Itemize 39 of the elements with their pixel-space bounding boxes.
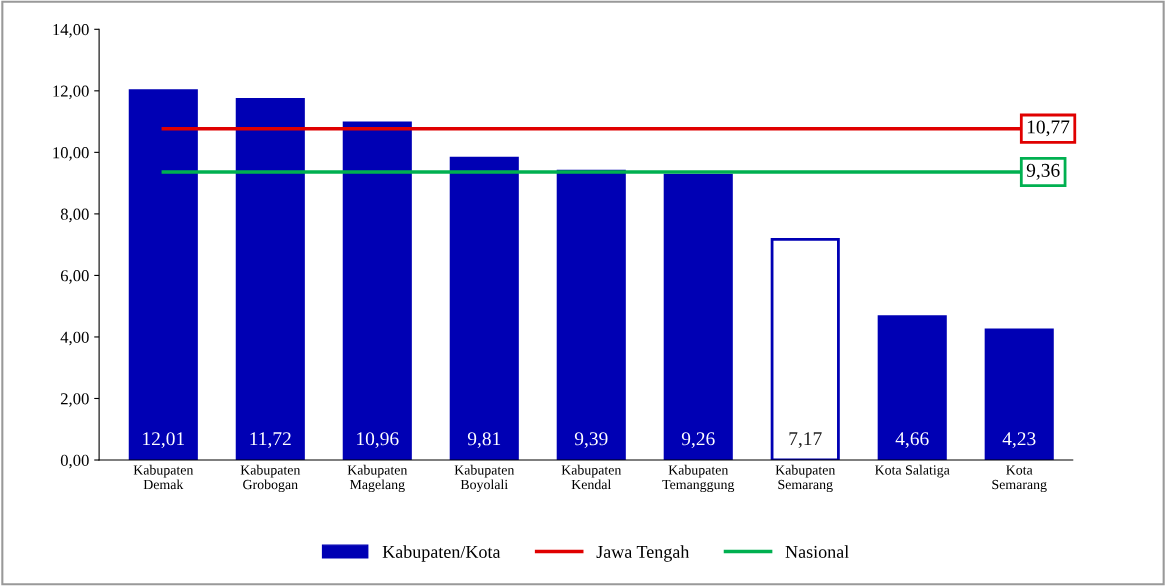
x-tick-label: Kabupaten Grobogan <box>240 464 301 493</box>
x-tick-label: Kota Salatiga <box>875 464 950 478</box>
y-tick-label: 10,00 <box>53 147 89 161</box>
bar <box>877 315 947 461</box>
bar <box>128 89 198 461</box>
x-tick-label: Kabupaten Temanggung <box>662 464 735 493</box>
bar <box>770 238 840 461</box>
data-label: 10,77 <box>1027 120 1070 137</box>
y-tick-label: 4,00 <box>60 331 89 346</box>
bar <box>663 173 733 461</box>
legend-label: Jawa Tengah <box>596 545 690 562</box>
y-tick-label: 14,00 <box>53 24 89 38</box>
legend-label: Nasional <box>785 545 849 558</box>
x-tick-label: Kabupaten Kendal <box>561 464 622 490</box>
y-tick-label: 8,00 <box>60 208 89 223</box>
data-label: 9,36 <box>1026 163 1060 180</box>
x-tick-label: Kabupaten Magelang <box>347 464 408 493</box>
data-label: 9,81 <box>467 432 501 449</box>
legend-label: Kabupaten/Kota <box>382 545 501 562</box>
x-tick-label: Kota Semarang <box>992 465 1047 493</box>
data-label: 9,26 <box>681 432 715 449</box>
y-tick-label: 2,00 <box>60 393 89 407</box>
y-tick-label: 0,00 <box>60 454 89 469</box>
data-label: 9,39 <box>574 432 608 449</box>
bar <box>235 98 305 461</box>
data-label: 4,23 <box>1002 432 1036 449</box>
y-tick-label: 6,00 <box>60 270 89 284</box>
data-label: 11,72 <box>250 432 291 449</box>
bar <box>342 121 412 461</box>
bar <box>984 328 1054 461</box>
data-label: 7,17 <box>789 432 822 449</box>
y-tick-label: 12,00 <box>53 85 89 100</box>
x-tick-label: Kabupaten Semarang <box>775 464 836 493</box>
x-tick-label: Kabupaten Boyolali <box>454 464 515 493</box>
x-tick-label: Kabupaten Demak <box>133 464 194 490</box>
data-label: 12,01 <box>143 432 185 449</box>
bar <box>449 156 519 461</box>
data-label: 10,96 <box>357 432 399 449</box>
data-label: 4,66 <box>895 432 929 449</box>
